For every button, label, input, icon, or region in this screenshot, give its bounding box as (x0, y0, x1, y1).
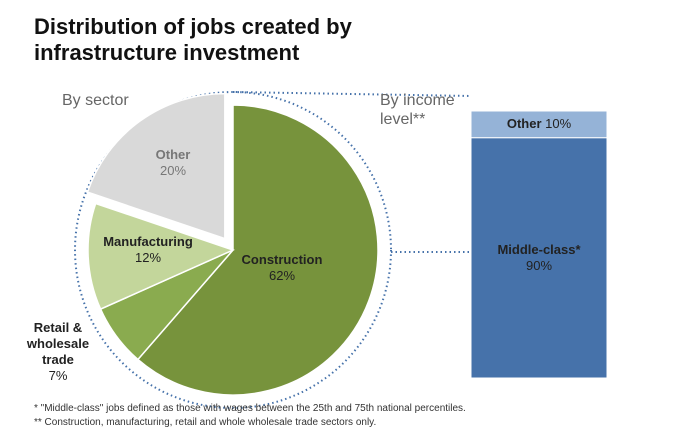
footnote: * "Middle-class" jobs defined as those w… (34, 403, 466, 414)
footnote: ** Construction, manufacturing, retail a… (34, 417, 377, 428)
outline-dotted (74, 91, 392, 409)
pie-title: By sector (62, 92, 129, 109)
pie-slice (86, 92, 226, 240)
chart-title: Distribution of jobs created by infrastr… (34, 14, 352, 65)
connector (232, 91, 472, 97)
data-label: Middle-class* 90% (484, 242, 594, 274)
category-label: Other (155, 147, 191, 162)
value-label: 10% (545, 116, 572, 132)
category-label: Manufacturing (103, 234, 193, 249)
value-label: 7% (48, 368, 68, 383)
value-label: 90% (525, 257, 553, 273)
value-label: 62% (268, 268, 296, 283)
data-label: Manufacturing 12% (93, 234, 203, 266)
bar-title: By income level** (380, 92, 455, 128)
pie-slice (87, 202, 236, 311)
data-label: Retail & wholesale trade 7% (23, 320, 93, 384)
category-label: Middle-class* (497, 241, 581, 257)
bar-segment (470, 110, 608, 139)
value-label: 12% (134, 250, 162, 265)
data-label: Construction 62% (227, 252, 337, 284)
category-label: Construction (241, 252, 323, 267)
pie-slice (136, 104, 379, 396)
data-label: Other 20% (133, 147, 213, 179)
data-label: Other 10% (474, 116, 604, 132)
category-label: Retail & wholesale trade (26, 320, 90, 367)
value-label: 20% (159, 163, 187, 178)
category-label: Other (506, 116, 542, 132)
